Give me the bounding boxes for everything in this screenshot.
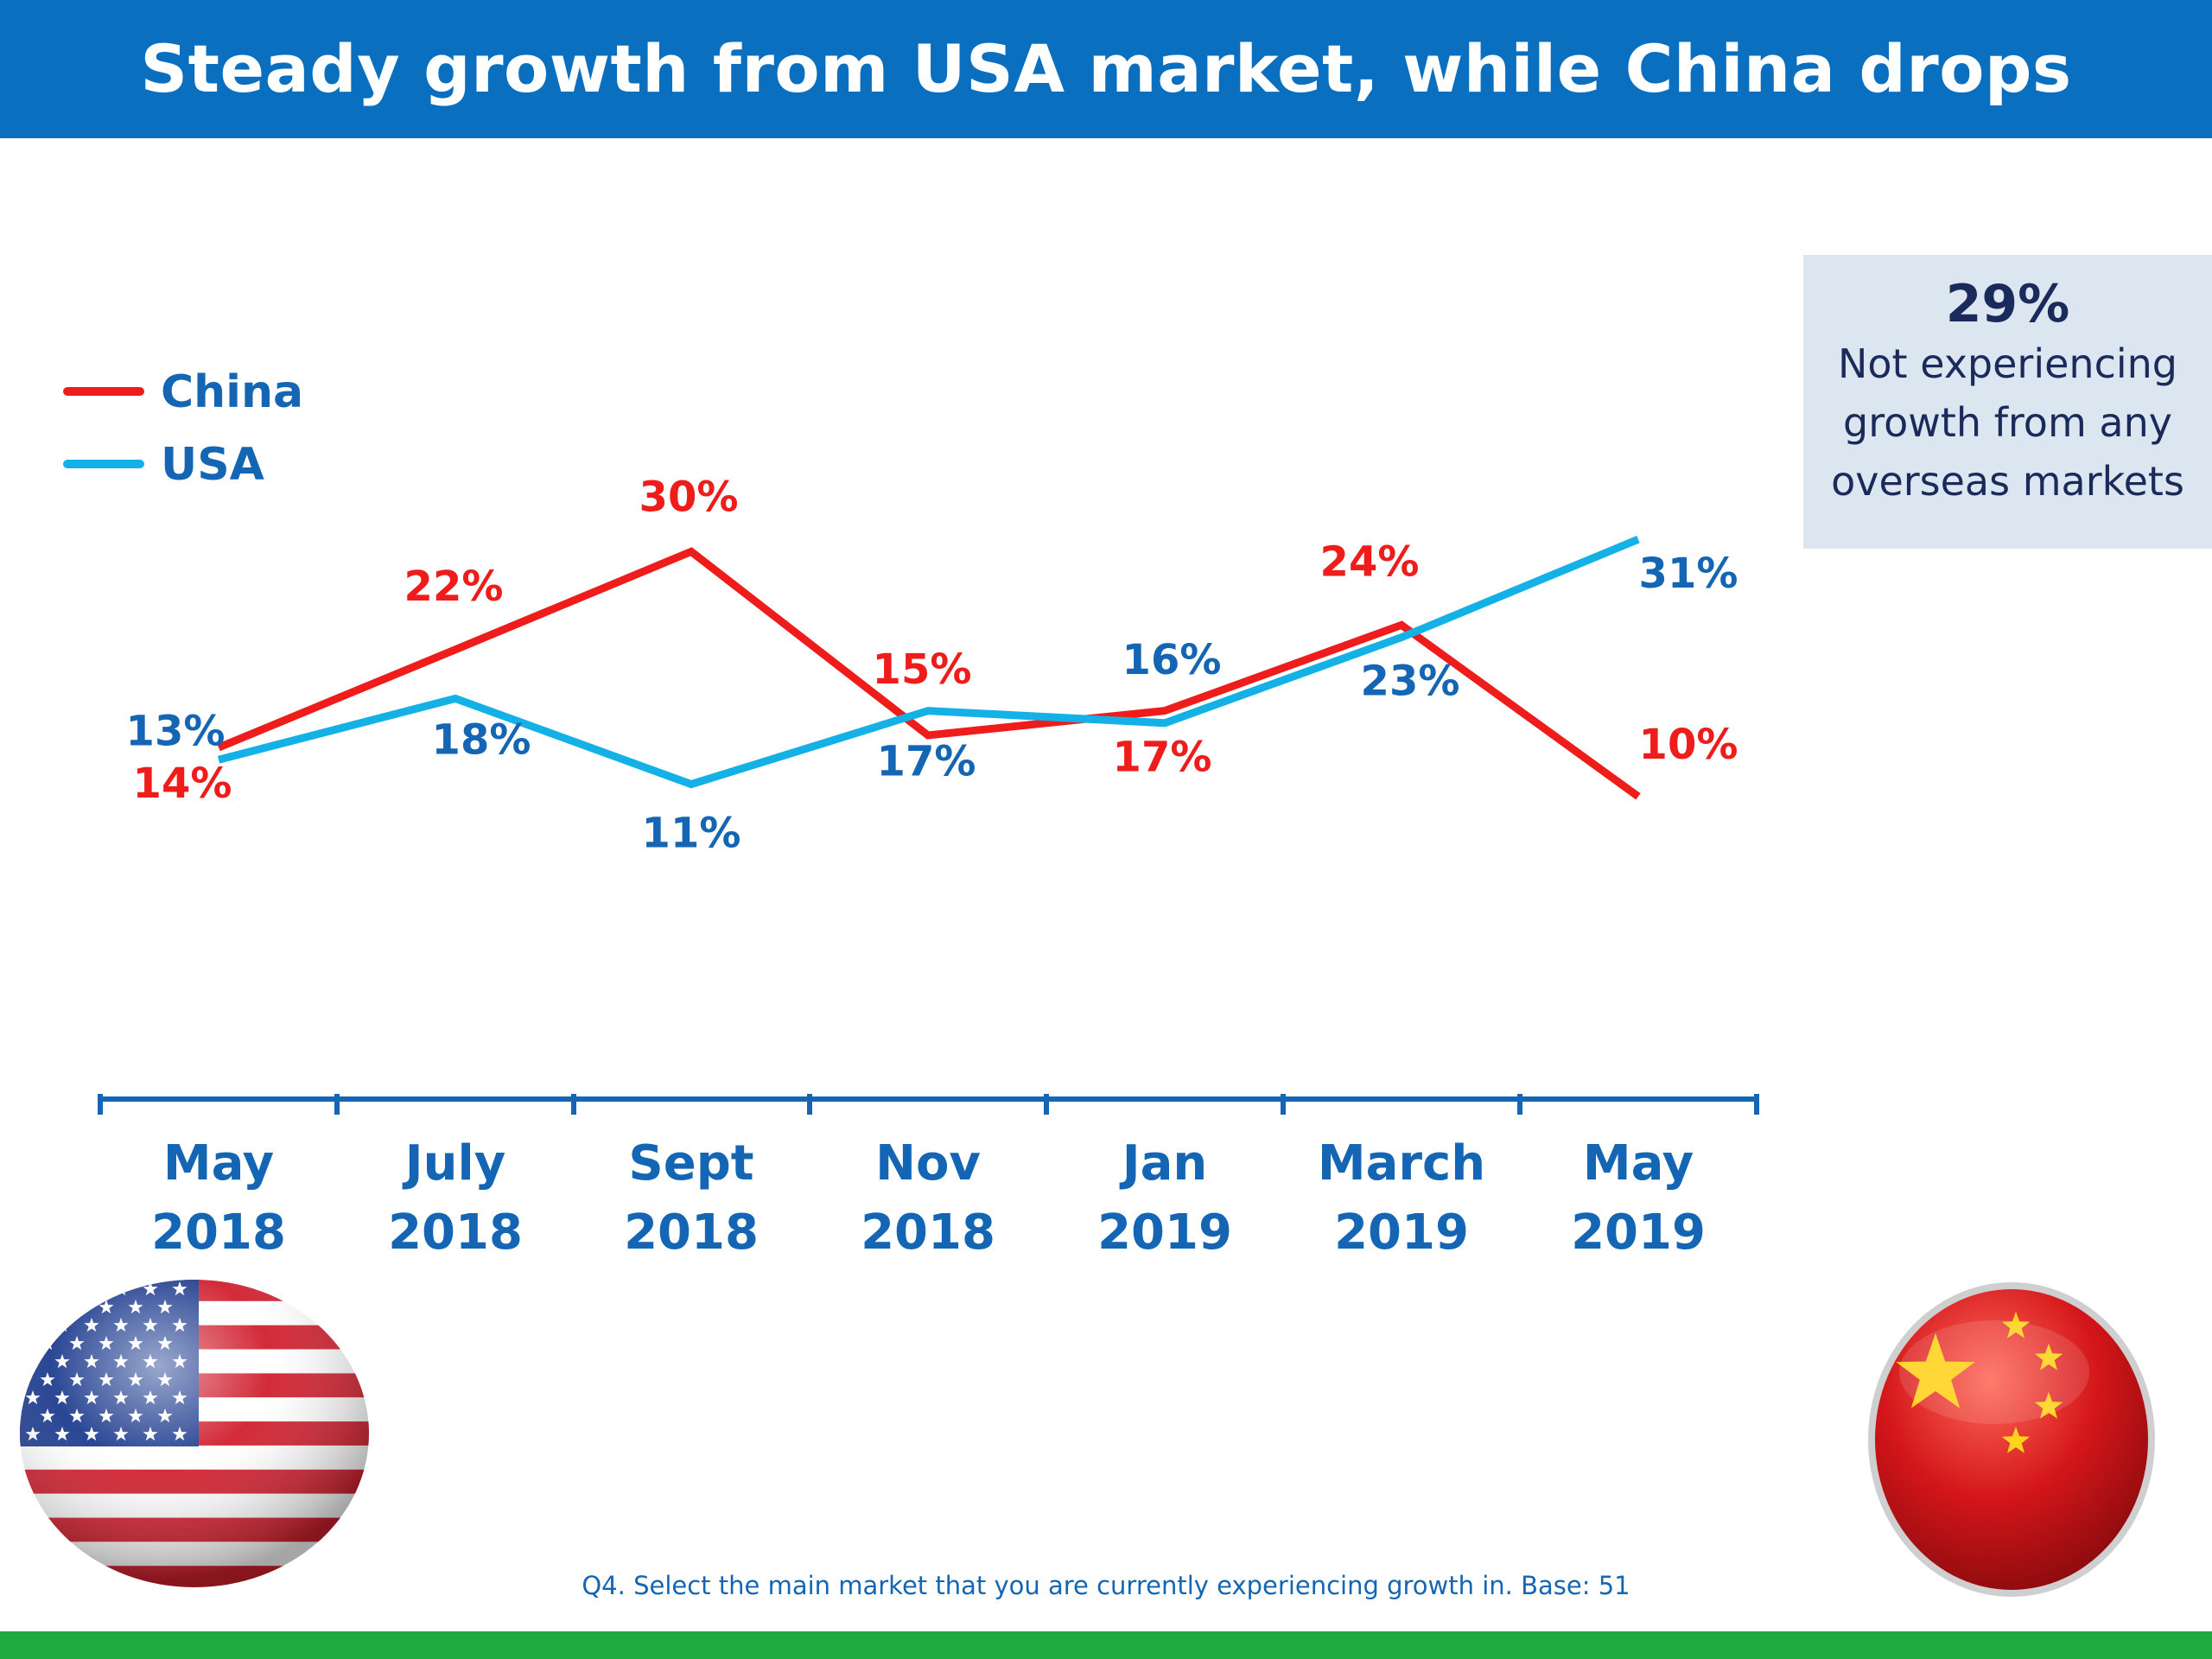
- legend-label-usa: USA: [161, 439, 264, 491]
- line-chart: May 2018 July 2018 Sept 2018 Nov 2018 Jan 2019 Mar…: [63, 366, 1759, 1261]
- data-label-usa-6: 31%: [1639, 550, 1738, 598]
- data-label-china-5: 24%: [1320, 537, 1420, 586]
- x-tick-label-2-month: Sept: [628, 1135, 753, 1192]
- bottom-bar: [0, 1631, 2212, 1659]
- x-tick-label-6-month: May: [1583, 1135, 1694, 1192]
- data-label-china-1: 22%: [404, 563, 504, 611]
- x-tick-label-4-month: Jan: [1119, 1135, 1208, 1192]
- data-label-china-0: 14%: [133, 760, 232, 808]
- x-tick-label-4-year: 2019: [1097, 1205, 1232, 1261]
- x-tick-label-0-month: May: [163, 1135, 274, 1192]
- data-label-usa-0: 13%: [126, 707, 226, 755]
- footnote: Q4. Select the main market that you are …: [582, 1571, 1630, 1600]
- x-tick-label-3-month: Nov: [875, 1135, 981, 1192]
- data-label-usa-2: 11%: [642, 810, 741, 858]
- x-tick-label-5-month: March: [1318, 1135, 1485, 1192]
- data-label-china-4: 17%: [1113, 734, 1212, 782]
- callout-box: 29% Not experiencing growth from any ove…: [1803, 255, 2212, 549]
- header-bar: Steady growth from USA market, while Chi…: [0, 0, 2212, 138]
- x-tick-label-2-year: 2018: [624, 1205, 759, 1261]
- page-title: Steady growth from USA market, while Chi…: [140, 30, 2072, 107]
- x-tick-label-6-year: 2019: [1571, 1205, 1706, 1261]
- data-label-china-2: 30%: [639, 473, 739, 521]
- data-label-china-3: 15%: [873, 645, 972, 694]
- series-line-china: [217, 547, 1641, 800]
- x-tick-label-1-year: 2018: [388, 1205, 523, 1261]
- data-label-usa-4: 16%: [1122, 636, 1222, 684]
- legend-label-china: China: [161, 366, 303, 418]
- usa-flag-icon: [20, 1280, 369, 1587]
- callout-value: 29%: [1945, 274, 2070, 334]
- china-flag-icon: [1868, 1282, 2155, 1597]
- series-line-usa: [217, 536, 1640, 789]
- data-label-usa-5: 23%: [1361, 658, 1460, 706]
- x-tick-label-0-year: 2018: [151, 1205, 286, 1261]
- callout-text: Not experiencing growth from any oversea…: [1831, 340, 2184, 505]
- x-tick-label-5-year: 2019: [1334, 1205, 1469, 1261]
- data-label-usa-3: 17%: [877, 738, 976, 786]
- data-label-china-6: 10%: [1639, 721, 1738, 769]
- x-tick-label-1-month: July: [402, 1135, 505, 1192]
- x-tick-label-3-year: 2018: [861, 1205, 995, 1261]
- data-label-usa-1: 18%: [432, 715, 531, 764]
